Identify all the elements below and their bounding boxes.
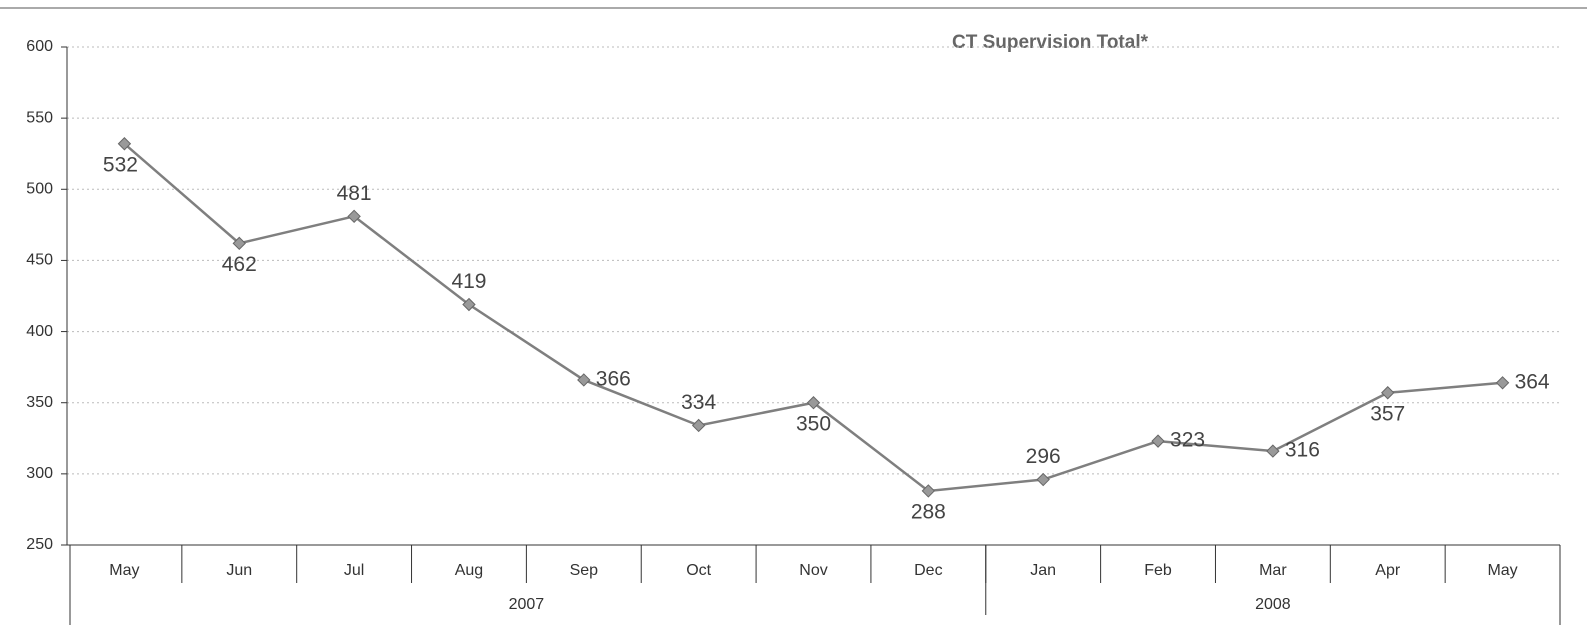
data-label: 357 (1370, 402, 1405, 425)
y-tick-label: 600 (26, 38, 53, 55)
x-tick-label: Jun (226, 562, 252, 579)
x-tick-label: Feb (1144, 562, 1172, 579)
x-tick-label: Oct (686, 562, 711, 579)
marker (691, 418, 706, 433)
data-label: 334 (681, 391, 716, 414)
marker (117, 137, 132, 151)
data-label: 316 (1285, 439, 1320, 462)
group-label: 2007 (509, 596, 545, 613)
y-tick-label: 400 (26, 323, 53, 340)
x-tick-label: Mar (1259, 562, 1287, 579)
marker (347, 209, 361, 224)
y-tick-label: 500 (26, 181, 53, 198)
data-label: 350 (796, 412, 831, 435)
data-label: 462 (222, 253, 257, 276)
data-label: 481 (337, 182, 372, 205)
marker (921, 484, 936, 498)
marker (1036, 472, 1050, 487)
data-label: 296 (1026, 445, 1061, 468)
x-tick-label: Jan (1030, 562, 1056, 579)
marker (1495, 376, 1510, 390)
group-label: 2008 (1255, 596, 1291, 613)
marker (232, 236, 246, 251)
y-tick-label: 550 (26, 109, 53, 126)
marker (462, 297, 476, 312)
chart-title: CT Supervision Total* (952, 32, 1149, 53)
data-label: 288 (911, 500, 946, 523)
data-label: 323 (1170, 429, 1205, 452)
marker (1266, 444, 1280, 458)
marker (577, 373, 591, 387)
y-tick-label: 350 (26, 394, 53, 411)
marker (1151, 434, 1165, 448)
y-tick-label: 250 (26, 536, 53, 553)
x-tick-label: Dec (914, 562, 942, 579)
data-label: 366 (596, 367, 631, 390)
y-tick-label: 450 (26, 252, 53, 269)
marker (1381, 386, 1395, 400)
x-tick-label: Nov (799, 562, 827, 579)
data-label: 364 (1515, 370, 1550, 393)
x-tick-label: May (1487, 562, 1517, 579)
x-tick-label: Jul (344, 562, 364, 579)
data-label: 419 (451, 270, 486, 293)
marker (806, 396, 821, 410)
x-tick-label: May (109, 562, 139, 579)
y-tick-label: 300 (26, 465, 53, 482)
x-tick-label: Sep (570, 562, 599, 579)
x-tick-label: Apr (1375, 562, 1401, 579)
data-label: 532 (103, 153, 138, 176)
x-tick-label: Aug (455, 562, 483, 579)
